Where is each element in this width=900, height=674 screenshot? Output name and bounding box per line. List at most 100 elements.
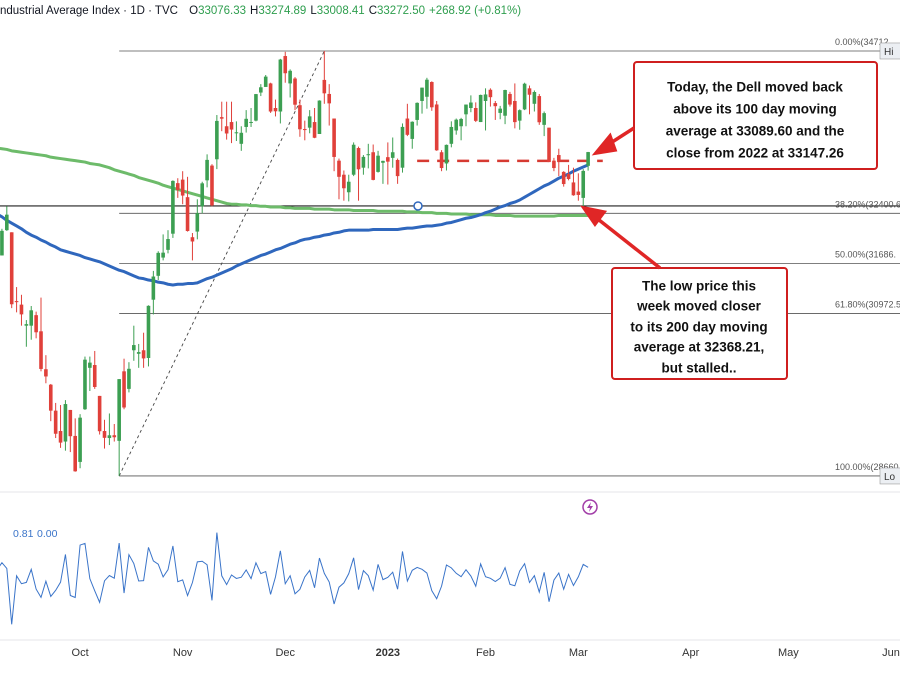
candle-body: [332, 118, 336, 157]
candle-body: [112, 435, 117, 438]
candle-body: [175, 183, 180, 190]
candle-body: [215, 120, 219, 160]
candle-body: [317, 100, 322, 134]
candle-body: [576, 191, 581, 195]
candle-body: [244, 118, 248, 127]
candle-body: [586, 152, 590, 166]
candle-body: [351, 144, 356, 175]
readout-value: 33008.41: [316, 5, 365, 17]
candle-body: [117, 379, 121, 441]
candle-body: [219, 117, 224, 119]
candle-body: [581, 170, 586, 198]
annotation-1: Today, the Dell moved back above its 100…: [633, 61, 878, 170]
level-badge: [879, 467, 900, 485]
candle-body: [210, 165, 214, 206]
candle-body: [444, 144, 449, 164]
candle-body: [381, 160, 385, 163]
candle-body: [434, 104, 439, 151]
annotation-text: average at 33089.60 and the: [666, 124, 845, 139]
oscillator-line: [0, 532, 589, 625]
readout-key: L: [310, 5, 317, 17]
candle-body: [161, 252, 165, 258]
fib-level-label: 61.80%(30972.5: [835, 300, 900, 310]
x-tick-label: May: [778, 647, 799, 659]
event-icon: [582, 499, 598, 515]
candle-body: [439, 152, 444, 169]
oscillator-readout: 0.81: [13, 528, 34, 540]
candle-body: [9, 232, 14, 305]
ohlc-readout: O33076.33 H33274.89 L33008.41 C33272.50 +268…: [185, 5, 521, 17]
annotation-text: but stalled..: [661, 361, 736, 376]
candle-body: [156, 252, 161, 276]
candle-body: [224, 126, 229, 134]
candle-body: [356, 148, 361, 170]
candle-body: [473, 107, 478, 121]
arrow-head: [591, 132, 618, 156]
candle-body: [68, 409, 73, 437]
candle-body: [205, 159, 209, 181]
header: ndustrial Average Index · 1D · TVC O3307…: [0, 5, 521, 17]
candle-body: [547, 127, 551, 163]
candles: [0, 50, 590, 476]
candle-body: [517, 110, 522, 121]
candle-body: [166, 239, 170, 250]
candle-body: [312, 122, 317, 138]
overlay: Oct Nov Dec 2023 Feb Mar Apr May Jun 0.00%(34712 3…: [72, 37, 900, 659]
candle-body: [513, 100, 517, 123]
annotation-text: The low price this: [642, 279, 756, 294]
candle-body: [24, 324, 29, 326]
annotation-arrows: [580, 126, 662, 270]
candle-body: [263, 76, 268, 87]
candle-body: [102, 431, 107, 438]
candle-body: [483, 94, 488, 101]
candle-body: [5, 214, 9, 231]
oscillator-readout: 0.00: [37, 528, 58, 540]
candle-body: [190, 237, 195, 242]
candle-body: [44, 369, 48, 377]
candle-body: [469, 102, 473, 108]
candle-body: [337, 160, 341, 177]
candle-body: [63, 404, 68, 442]
x-tick-label: Jun: [882, 647, 900, 659]
candle-body: [532, 91, 537, 104]
candle-body: [19, 304, 24, 315]
moving-averages: [0, 146, 589, 287]
candle-body: [307, 116, 312, 128]
annotation-text: average at 32368.21,: [634, 340, 765, 355]
candle-body: [53, 410, 58, 434]
candle-body: [73, 435, 78, 472]
candle-body: [249, 121, 253, 123]
arrow: [592, 214, 662, 270]
candle-body: [14, 301, 19, 303]
candle-body: [132, 345, 136, 351]
candle-body: [302, 129, 307, 131]
candle-body: [48, 384, 53, 411]
candle-body: [493, 103, 498, 107]
candle-body: [498, 108, 502, 113]
candle-body: [107, 435, 112, 439]
readout-key: O: [189, 5, 199, 17]
annotation-text: Today, the Dell moved back: [667, 80, 843, 95]
readout-value: 33272.50: [377, 5, 425, 17]
candle-body: [298, 105, 302, 130]
candle-body: [488, 89, 493, 98]
candle-body: [283, 56, 288, 74]
candle-body: [542, 113, 546, 125]
candle-body: [410, 121, 415, 139]
candle-body: [83, 359, 87, 410]
candle-body: [571, 182, 576, 196]
oscillator: 0.81 0.00: [0, 528, 589, 625]
level-badge: [879, 42, 900, 60]
candle-body: [454, 119, 459, 131]
candle-body: [478, 94, 483, 123]
candle-body: [288, 70, 292, 84]
readout-value: +268.92 (+0.81%): [428, 5, 522, 17]
arrow-head: [580, 205, 608, 227]
candle-body: [273, 107, 278, 112]
moving-average-line: [0, 163, 589, 287]
candle-body: [185, 197, 190, 232]
candle-body: [88, 362, 92, 368]
x-tick-label: Mar: [569, 647, 588, 659]
candle-body: [371, 152, 375, 180]
fib-level-label: 50.00%(31686.: [835, 249, 896, 259]
